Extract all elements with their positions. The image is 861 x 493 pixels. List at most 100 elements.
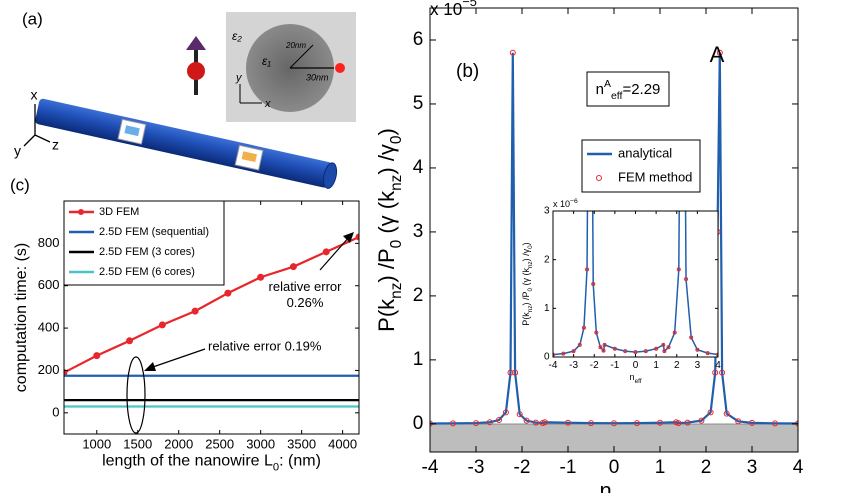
- data-point: [355, 233, 359, 241]
- x-tick-label: 1: [655, 457, 666, 478]
- y-axis-label-part: computation time: (s): [13, 243, 30, 392]
- axis-exponent: x 10−5: [430, 0, 477, 19]
- data-point: [684, 277, 689, 282]
- data-point: [719, 369, 726, 376]
- legend-label: 3D FEM: [99, 206, 139, 218]
- data-point: [633, 350, 638, 355]
- y-axis-label-part: 0: [527, 245, 534, 249]
- data-point: [675, 420, 682, 427]
- data-point: [512, 369, 519, 376]
- x-tick-label: 4000: [328, 436, 357, 451]
- series-line: [430, 52, 798, 425]
- dipole: [186, 36, 206, 95]
- arrow-head: [343, 232, 354, 243]
- x-tick-label: 3: [695, 360, 701, 371]
- data-point: [486, 419, 493, 426]
- y-tick-label: 1: [413, 349, 424, 370]
- data-point: [689, 335, 694, 340]
- data-point: [662, 349, 667, 354]
- legend-marker: [596, 175, 602, 181]
- data-point: [553, 352, 555, 357]
- y-axis-label-part: ) /γ: [374, 144, 399, 175]
- y-tick-label: 2: [544, 254, 550, 265]
- y-tick-label: 400: [38, 320, 60, 335]
- x-tick-label: 1000: [82, 436, 111, 451]
- y-tick-label: 0: [544, 352, 550, 363]
- panel-a: (a) x y z ε₂ ε₁ 20nm 30nm y x: [14, 9, 356, 189]
- data-point: [191, 307, 199, 315]
- y-tick-label: 800: [38, 235, 60, 250]
- data-point: [666, 345, 671, 350]
- y-axis-label: P(knz) /P0 (γ (knz) /γ0): [374, 128, 405, 332]
- peak-label: A: [710, 42, 725, 67]
- data-point: [672, 330, 677, 335]
- y-axis-label-part: ) /γ: [521, 248, 531, 261]
- exponent-base: x 10: [430, 0, 462, 19]
- eps-label: ε₁: [262, 54, 271, 68]
- x-tick-label: -3: [569, 360, 578, 371]
- x-axis-label-part: eff: [612, 491, 630, 493]
- x-axis-label-part: n: [630, 372, 635, 382]
- panel-label: (c): [10, 175, 30, 194]
- x-axis-label-part: 0: [273, 461, 279, 473]
- label-box: [586, 71, 670, 107]
- data-point: [502, 409, 509, 416]
- source-dot: [335, 63, 345, 73]
- y-axis-label: P(knz) /P0 (γ (knz) /γ0): [521, 242, 534, 325]
- x-tick-label: 1: [653, 360, 659, 371]
- data-point: [126, 337, 134, 345]
- data-point: [532, 419, 539, 426]
- radius-label: 30nm: [306, 72, 329, 82]
- y-axis-label: computation time: (s): [13, 243, 30, 392]
- x-tick-label: 3: [747, 457, 758, 478]
- data-point: [705, 351, 710, 356]
- legend-marker: [78, 209, 84, 215]
- x-tick-label: 3000: [246, 436, 275, 451]
- data-point: [93, 352, 101, 360]
- x-axis-label: neff: [630, 372, 642, 385]
- x-axis-label-part: length of the nanowire L: [102, 453, 273, 470]
- legend-label: 2.5D FEM (3 cores): [99, 246, 195, 258]
- exponent-power: −6: [570, 198, 578, 205]
- data-point: [661, 342, 666, 347]
- y-axis-label-part: nz: [527, 261, 534, 268]
- x-axis-label-part: n: [599, 478, 611, 493]
- annotation: relative error 0.26%: [269, 279, 343, 310]
- axis-letter: x: [264, 98, 271, 110]
- label-text-part: =2.29: [622, 81, 660, 98]
- data-point: [158, 321, 166, 329]
- y-axis-label-part: (γ (k: [374, 190, 399, 240]
- y-axis-label-part: P(k: [374, 298, 399, 332]
- arrow-head: [144, 362, 156, 371]
- y-tick-label: 200: [38, 362, 60, 377]
- axis-exponent: x 10−6: [553, 198, 578, 209]
- data-point: [577, 342, 582, 347]
- legend-label: 2.5D FEM (6 cores): [99, 266, 195, 278]
- y-axis-label-part: ): [521, 242, 531, 245]
- legend-box: [581, 139, 701, 193]
- y-tick-label: 4: [413, 157, 424, 178]
- annotation: relative error 0.19%: [208, 338, 322, 353]
- coordinate-axes: [23, 104, 51, 147]
- x-tick-label: -4: [549, 360, 558, 371]
- data-point: [473, 420, 479, 427]
- data-point: [601, 348, 606, 353]
- data-point: [585, 267, 590, 272]
- x-tick-label: -1: [610, 360, 619, 371]
- exponent-power: −5: [462, 0, 477, 9]
- y-tick-label: 0: [52, 404, 59, 419]
- series-layer: [64, 233, 359, 408]
- panel-label: (b): [456, 61, 479, 82]
- series-line: [64, 236, 359, 374]
- x-tick-label: 1500: [123, 436, 152, 451]
- data-point: [523, 417, 530, 424]
- x-tick-label: 2: [674, 360, 680, 371]
- x-tick-label: -2: [590, 360, 599, 371]
- x-tick-label: 2000: [164, 436, 193, 451]
- nanowire: [35, 98, 338, 189]
- data-point: [654, 346, 659, 351]
- x-tick-label: -2: [514, 457, 531, 478]
- series-line: [553, 211, 718, 356]
- arrow: [149, 348, 206, 369]
- data-point: [695, 347, 700, 352]
